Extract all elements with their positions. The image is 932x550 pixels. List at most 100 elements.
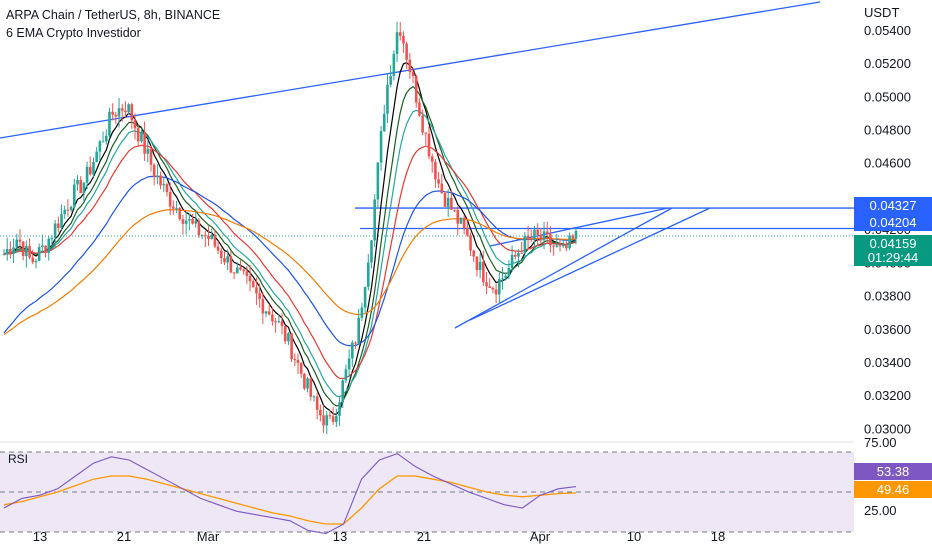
candle-body bbox=[210, 234, 214, 239]
candle-body bbox=[379, 131, 383, 163]
candle-body bbox=[504, 275, 507, 279]
candle-body bbox=[312, 396, 316, 398]
candle-body bbox=[120, 108, 124, 111]
candle-body bbox=[549, 234, 552, 246]
price-axis-panel[interactable] bbox=[854, 0, 932, 550]
time-tick-label: Mar bbox=[197, 529, 220, 544]
candle-body bbox=[469, 235, 472, 251]
candle-body bbox=[290, 333, 293, 360]
candle-body bbox=[462, 217, 466, 228]
time-tick-label: Apr bbox=[530, 529, 551, 544]
candle-body bbox=[424, 132, 428, 134]
candle-body bbox=[117, 108, 121, 117]
time-tick-label: 21 bbox=[417, 529, 431, 544]
rsi-band-group bbox=[0, 451, 854, 533]
candle-body bbox=[248, 275, 252, 282]
candle-body bbox=[140, 132, 143, 142]
candle-body bbox=[351, 342, 354, 359]
countdown-tag: 01:29:44 bbox=[854, 249, 932, 266]
candle-body bbox=[34, 260, 38, 263]
candle-body bbox=[143, 132, 146, 154]
candle-body bbox=[2, 254, 6, 256]
candle-body bbox=[523, 235, 527, 254]
candle-body bbox=[92, 162, 95, 175]
candle-body bbox=[315, 396, 319, 410]
candle-body bbox=[382, 113, 386, 132]
candle-body bbox=[95, 151, 98, 163]
candle-body bbox=[69, 206, 73, 211]
candle-body bbox=[213, 234, 217, 247]
rsi-value-tag: 53.38 bbox=[854, 463, 932, 480]
candle-body bbox=[274, 321, 277, 323]
candle-body bbox=[258, 293, 261, 299]
candle-body bbox=[88, 166, 92, 175]
candle-body bbox=[63, 209, 67, 215]
candle-body bbox=[114, 114, 118, 117]
candle-body bbox=[328, 415, 332, 417]
candle-body bbox=[373, 199, 376, 241]
candle-body bbox=[235, 267, 239, 274]
candle-body bbox=[309, 378, 313, 397]
candle-body bbox=[168, 192, 172, 207]
candle-body bbox=[47, 238, 51, 253]
ema-orange-line bbox=[3, 209, 577, 336]
candle-body bbox=[73, 184, 76, 207]
ema-lines-group bbox=[3, 62, 577, 416]
candle-body bbox=[418, 102, 421, 116]
candle-body bbox=[136, 128, 140, 142]
candle-body bbox=[255, 287, 258, 294]
candle-body bbox=[510, 254, 514, 269]
candle-body bbox=[60, 214, 63, 228]
candle-body bbox=[501, 278, 504, 280]
candle-body bbox=[44, 245, 47, 253]
candle-body bbox=[571, 235, 575, 239]
candle-body bbox=[101, 141, 105, 143]
candle-body bbox=[303, 373, 306, 389]
candle-body bbox=[517, 252, 520, 257]
time-tick-label: 13 bbox=[333, 529, 347, 544]
candle-body bbox=[204, 234, 207, 236]
price-tick-label: 0.03200 bbox=[864, 388, 911, 403]
candle-body bbox=[561, 244, 565, 247]
ema-red-line bbox=[3, 144, 577, 380]
candle-body bbox=[440, 183, 444, 193]
price-tick-label: 0.05000 bbox=[864, 89, 911, 104]
candle-body bbox=[98, 141, 102, 152]
candle-body bbox=[130, 104, 134, 121]
candle-body bbox=[146, 148, 150, 154]
candle-body bbox=[156, 175, 159, 177]
candle-body bbox=[165, 184, 169, 193]
candles-group bbox=[2, 21, 578, 435]
candle-body bbox=[181, 219, 185, 224]
candle-body bbox=[398, 32, 402, 36]
candle-body bbox=[322, 415, 325, 426]
ema-teal-line bbox=[3, 109, 577, 398]
candle-body bbox=[395, 32, 399, 54]
rsi-label: RSI bbox=[8, 452, 28, 466]
candle-body bbox=[296, 359, 300, 364]
candle-body bbox=[421, 115, 424, 133]
candle-body bbox=[251, 281, 255, 288]
candle-body bbox=[223, 257, 226, 263]
candle-body bbox=[466, 227, 469, 236]
candle-body bbox=[542, 231, 546, 241]
candle-body bbox=[172, 206, 175, 209]
candle-body bbox=[18, 239, 22, 242]
candle-body bbox=[82, 182, 86, 193]
candle-body bbox=[299, 363, 303, 374]
candle-body bbox=[37, 247, 41, 261]
candle-body bbox=[264, 311, 268, 314]
candle-body bbox=[293, 359, 297, 361]
candle-body bbox=[536, 229, 539, 235]
candle-body bbox=[159, 175, 162, 186]
candle-body bbox=[405, 43, 408, 60]
candle-body bbox=[85, 166, 89, 183]
candle-body bbox=[533, 229, 536, 240]
candle-body bbox=[219, 250, 223, 258]
candle-body bbox=[9, 248, 12, 254]
candle-body bbox=[520, 252, 523, 254]
candle-body bbox=[12, 247, 15, 254]
candle-body bbox=[558, 245, 562, 247]
candle-body bbox=[162, 184, 166, 186]
